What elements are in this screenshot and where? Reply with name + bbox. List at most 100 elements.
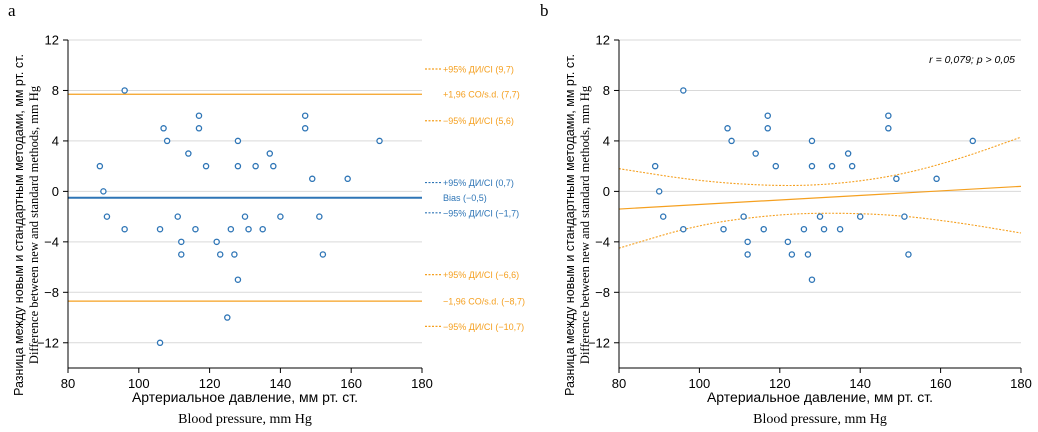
- data-point: [808, 137, 816, 145]
- data-point: [156, 339, 164, 347]
- data-point: [227, 225, 235, 233]
- y-tick-label: 12: [596, 33, 610, 48]
- panel-a-xlabel-en: Blood pressure, mm Hg: [178, 412, 312, 427]
- data-point: [160, 125, 167, 132]
- data-point: [764, 112, 771, 119]
- data-point: [192, 225, 199, 233]
- data-point: [744, 238, 751, 246]
- x-tick-label: 160: [340, 376, 362, 391]
- data-point: [844, 150, 852, 157]
- data-point: [905, 251, 912, 258]
- panel-b-annotation: r = 0,079; p > 0,05: [929, 54, 1015, 66]
- data-point: [277, 213, 284, 220]
- x-tick-label: 100: [689, 376, 711, 391]
- y-tick-label: −4: [595, 234, 610, 249]
- reference-line-label: −95% ДИ/CI (5,6): [443, 116, 514, 126]
- x-tick-label: 80: [61, 376, 75, 391]
- data-point: [728, 137, 735, 145]
- x-tick-label: 140: [270, 376, 292, 391]
- data-point: [933, 175, 940, 183]
- ci-upper-curve: [618, 136, 1022, 187]
- data-point: [266, 150, 274, 157]
- y-tick-label: −12: [37, 335, 59, 350]
- data-point: [893, 175, 900, 183]
- data-point: [103, 213, 111, 220]
- data-point: [659, 213, 667, 220]
- panel-a-ylabel-en: Difference between new and standard meth…: [27, 85, 41, 364]
- data-point: [185, 150, 192, 157]
- data-point: [156, 225, 164, 233]
- data-point: [252, 162, 259, 170]
- data-point: [309, 175, 316, 183]
- data-point: [178, 238, 185, 246]
- data-point: [241, 213, 249, 220]
- data-point: [234, 276, 242, 283]
- data-point: [848, 162, 856, 170]
- data-point: [163, 137, 171, 145]
- data-point: [760, 225, 767, 233]
- data-point: [651, 162, 659, 170]
- data-point: [270, 162, 277, 170]
- reference-line-label: −95% ДИ/CI (−1,7): [443, 208, 519, 218]
- y-tick-label: −8: [44, 285, 59, 300]
- panel-b-ylabel-ru: Разница между новым и стандартным метода…: [563, 54, 577, 396]
- panel-a-ylabel-ru: Разница между новым и стандартным метода…: [12, 54, 26, 396]
- x-tick-label: 160: [930, 376, 952, 391]
- ci-lower-curve: [618, 212, 1022, 249]
- y-tick-label: 0: [52, 184, 59, 199]
- x-tick-label: 100: [128, 376, 150, 391]
- x-tick-label: 140: [849, 376, 871, 391]
- y-tick-label: 8: [603, 83, 610, 98]
- data-point: [259, 225, 266, 233]
- data-point: [836, 225, 844, 233]
- data-point: [752, 150, 759, 157]
- data-point: [178, 251, 185, 258]
- data-point: [804, 251, 812, 258]
- data-point: [680, 87, 687, 94]
- data-point: [720, 225, 727, 233]
- x-tick-label: 120: [199, 376, 221, 391]
- data-point: [808, 276, 816, 283]
- data-point: [202, 162, 210, 170]
- reference-line-label: −1,96 CO/s.d. (−8,7): [443, 297, 525, 307]
- data-point: [319, 251, 327, 258]
- data-point: [856, 213, 864, 220]
- data-point: [772, 162, 780, 170]
- data-point: [788, 251, 796, 258]
- data-point: [901, 213, 908, 220]
- data-point: [96, 162, 104, 170]
- data-point: [224, 314, 231, 321]
- data-point: [301, 112, 309, 119]
- panel-a-letter: a: [8, 1, 16, 20]
- data-point: [816, 213, 824, 220]
- y-tick-label: −8: [595, 285, 610, 300]
- data-point: [744, 251, 751, 258]
- data-point: [800, 225, 808, 233]
- y-tick-label: 12: [45, 33, 59, 48]
- reference-line-label: +95% ДИ/CI (0,7): [443, 178, 514, 188]
- x-tick-label: 80: [612, 376, 626, 391]
- y-tick-label: 4: [603, 133, 610, 148]
- panel-b-xlabel-ru: Артериальное давление, мм рт. ст.: [707, 389, 933, 405]
- data-point: [724, 125, 731, 132]
- data-point: [344, 175, 351, 183]
- data-point: [680, 225, 687, 233]
- data-point: [234, 137, 242, 145]
- data-point: [213, 238, 220, 246]
- data-point: [121, 225, 128, 233]
- panel-b-letter: b: [540, 1, 549, 20]
- data-point: [885, 125, 892, 132]
- x-tick-label: 120: [769, 376, 791, 391]
- data-point: [195, 112, 203, 119]
- reference-line-label: −95% ДИ/CI (−10,7): [443, 322, 524, 332]
- data-point: [885, 112, 892, 119]
- data-point: [231, 251, 238, 258]
- panel-a-plot: 12 8 4 0 −4 −8 −12 80 100 120 140 160 180 +95% ДИ/CI …: [37, 33, 525, 392]
- panel-b-ylabel-en: Difference between new and standard meth…: [578, 85, 592, 364]
- data-point: [764, 125, 771, 132]
- data-point: [301, 125, 309, 132]
- data-point: [316, 213, 323, 220]
- x-tick-label: 180: [1010, 376, 1032, 391]
- panel-b-plot: 12 8 4 0 −4 −8 −12 80 100 120 140 160 180: [588, 33, 1032, 392]
